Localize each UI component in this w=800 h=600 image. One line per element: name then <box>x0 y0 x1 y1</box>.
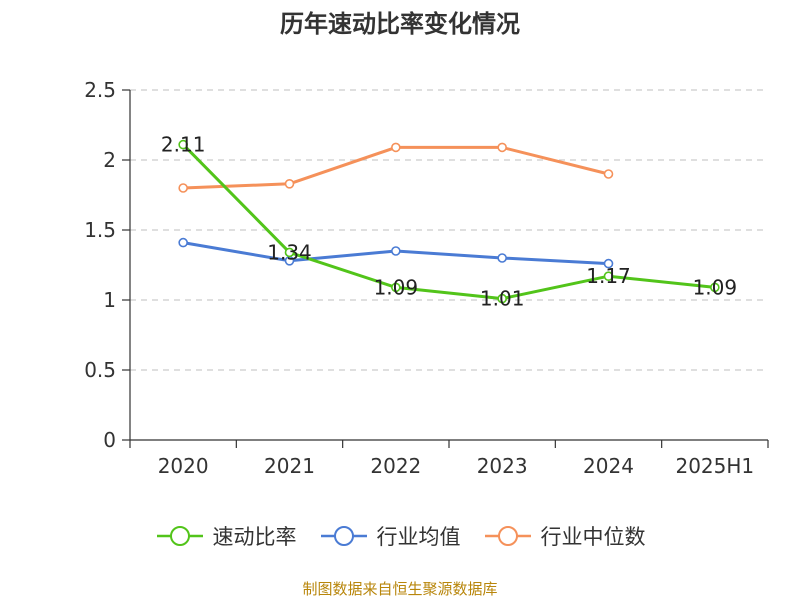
data-point <box>497 293 507 304</box>
data-label: 1.09 <box>693 275 738 299</box>
data-point <box>284 179 295 189</box>
legend: 速动比率 行业均值 行业中位数 <box>0 518 800 554</box>
y-tick-label: 0.5 <box>84 358 116 382</box>
x-tick-label: 2023 <box>477 454 528 478</box>
data-point <box>603 169 614 179</box>
x-tick-label: 2024 <box>583 454 634 478</box>
x-tick-label: 2022 <box>370 454 421 478</box>
data-point <box>603 271 614 282</box>
legend-swatch-icon <box>320 526 367 546</box>
legend-swatch-marker <box>497 526 518 546</box>
axes: 0 0.5 1 1.5 2 2.5 2020 2021 2022 2023 2024 2025H1 <box>84 78 769 478</box>
chart-title: 历年速动比率变化情况 <box>280 10 520 38</box>
legend-swatch-marker <box>333 526 354 546</box>
series-lines <box>178 139 720 304</box>
data-point <box>710 282 720 293</box>
y-tick-label: 1 <box>103 288 116 312</box>
data-label: 1.09 <box>374 275 419 299</box>
data-label: 2.11 <box>161 133 206 157</box>
legend-label: 行业均值 <box>376 525 461 549</box>
legend-item[interactable]: 速动比率 <box>155 521 297 551</box>
data-point <box>178 139 188 150</box>
legend-item[interactable]: 行业中位数 <box>483 521 646 551</box>
y-tick-label: 0 <box>103 428 116 452</box>
data-point <box>178 183 188 193</box>
data-label: 1.01 <box>480 287 525 311</box>
data-label: 1.17 <box>586 264 631 288</box>
data-point <box>603 258 614 269</box>
series-line <box>182 143 715 301</box>
legend-swatch-marker <box>169 526 190 546</box>
legend-swatch-icon <box>156 526 203 546</box>
grid-lines <box>130 89 768 371</box>
data-point <box>497 142 507 153</box>
data-label: 1.34 <box>267 240 312 264</box>
data-point <box>391 142 401 153</box>
y-tick-label: 2.5 <box>84 78 116 102</box>
y-tick-label: 2 <box>103 148 116 172</box>
data-labels: 2.11 1.34 1.09 1.01 1.17 1.09 <box>161 133 737 311</box>
data-point <box>497 253 507 263</box>
legend-label: 行业中位数 <box>540 525 646 549</box>
source-note: 制图数据来自恒生聚源数据库 <box>302 580 498 598</box>
x-tick-label: 2020 <box>158 454 209 478</box>
series-line <box>183 145 609 190</box>
y-tick-label: 1.5 <box>84 218 116 242</box>
data-point <box>178 237 188 248</box>
data-point <box>284 247 295 258</box>
x-tick-label: 2021 <box>264 454 315 478</box>
legend-item[interactable]: 行业均值 <box>319 521 461 551</box>
data-point <box>391 282 401 293</box>
x-tick-label: 2025H1 <box>675 454 754 478</box>
data-point <box>391 246 401 256</box>
legend-swatch-icon <box>484 526 531 546</box>
legend-label: 速动比率 <box>212 525 297 549</box>
